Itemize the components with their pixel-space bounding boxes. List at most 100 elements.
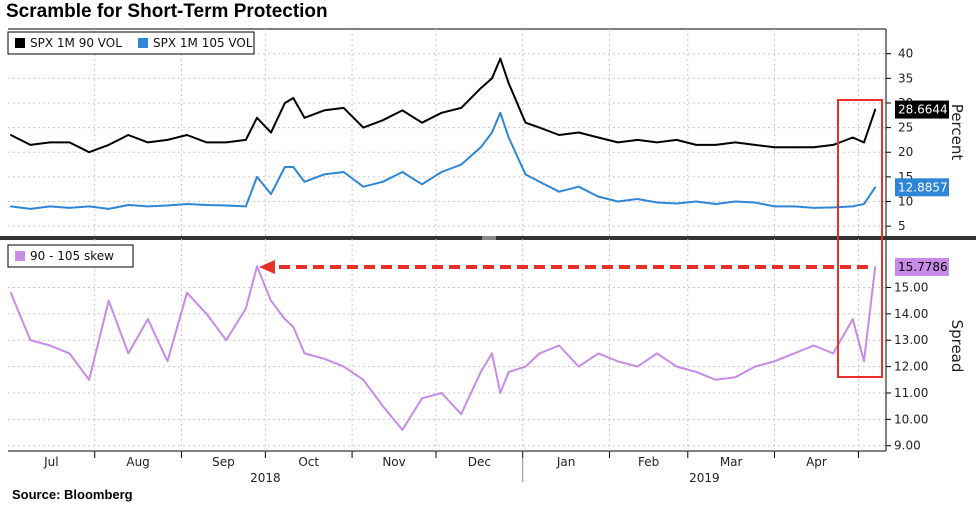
last-value-spx-90-bg: [895, 100, 949, 119]
data-point: [832, 206, 835, 209]
y-tick-label: 25: [898, 121, 913, 135]
month-label: Nov: [382, 455, 405, 469]
data-point: [205, 204, 208, 206]
data-point: [225, 204, 228, 207]
y-tick-label: 40: [898, 47, 913, 61]
arrow-head: [258, 259, 275, 274]
data-point: [636, 365, 639, 368]
data-point: [421, 121, 423, 124]
data-point: [49, 344, 51, 347]
data-point: [597, 352, 600, 355]
data-point: [68, 352, 71, 355]
data-point: [851, 205, 854, 208]
month-label: Feb: [638, 455, 659, 469]
data-point: [524, 365, 527, 368]
data-point: [714, 203, 717, 205]
data-point: [874, 186, 877, 189]
data-point: [499, 111, 502, 114]
data-point: [421, 397, 423, 400]
data-point: [186, 203, 188, 205]
data-point: [793, 352, 795, 355]
y-tick-label: 35: [898, 71, 913, 85]
data-point: [656, 352, 658, 355]
month-label: Mar: [720, 455, 743, 469]
data-point: [127, 134, 130, 136]
data-point: [558, 344, 560, 347]
data-point: [323, 173, 326, 176]
bottom-legend-box: [7, 244, 134, 268]
data-point: [507, 82, 510, 85]
y-tick-label: 20: [898, 145, 913, 159]
data-point: [773, 205, 776, 208]
data-point: [812, 207, 815, 209]
data-point: [342, 107, 345, 109]
data-point: [342, 171, 345, 173]
data-point: [754, 365, 756, 368]
legend-swatch-spx-105: [138, 38, 148, 48]
top-legend: SPX 1M 90 VOL SPX 1M 105 VOL: [7, 31, 255, 55]
y-tick-label: 9.00: [894, 439, 921, 453]
data-point: [812, 344, 815, 347]
data-point: [284, 102, 286, 104]
data-point: [636, 198, 639, 200]
data-point: [538, 126, 541, 129]
data-point: [292, 97, 295, 99]
data-point: [577, 185, 580, 188]
chart-title: Scramble for Short-Term Protection: [6, 1, 328, 22]
last-value-spx-90: 28.6644: [898, 103, 948, 117]
month-label: Sep: [212, 455, 235, 469]
data-point: [499, 57, 502, 60]
data-point: [29, 208, 32, 210]
data-point: [616, 200, 619, 203]
data-point: [362, 126, 365, 129]
data-point: [166, 139, 169, 141]
data-point: [29, 143, 32, 146]
data-point: [107, 143, 110, 146]
data-point: [205, 141, 208, 144]
data-point: [558, 134, 560, 136]
year-label: 2019: [689, 471, 720, 485]
data-point: [695, 370, 698, 373]
data-point: [851, 318, 854, 321]
data-point: [874, 266, 877, 268]
data-point: [577, 365, 580, 368]
top-y-axis: 510152025303540: [886, 47, 913, 233]
data-point: [244, 307, 247, 310]
data-point: [479, 370, 482, 373]
data-point: [714, 143, 717, 146]
data-point: [597, 136, 600, 139]
data-point: [342, 365, 345, 368]
data-point: [88, 205, 91, 208]
data-point: [284, 166, 286, 168]
last-value-skew: 15.7786: [898, 260, 948, 274]
last-value-spx-105-bg: [895, 178, 949, 197]
data-point: [577, 131, 580, 134]
data-point: [734, 376, 737, 379]
data-point: [362, 378, 365, 381]
data-point: [421, 183, 423, 186]
data-point: [793, 146, 795, 149]
data-point: [146, 318, 149, 321]
data-point: [146, 205, 149, 208]
data-point: [381, 405, 384, 408]
data-point: [479, 87, 482, 90]
data-point: [616, 360, 619, 363]
data-point: [460, 413, 463, 415]
data-point: [186, 291, 188, 294]
series-layer: [9, 57, 877, 431]
data-point: [107, 208, 110, 210]
data-point: [636, 139, 639, 141]
data-point: [734, 200, 737, 203]
data-point: [166, 204, 169, 207]
separator-handle[interactable]: [482, 236, 496, 240]
data-point: [675, 365, 678, 368]
data-point: [256, 116, 258, 119]
data-point: [49, 205, 51, 208]
y-tick-label: 15.00: [894, 280, 928, 294]
data-point: [714, 378, 717, 381]
month-label: Dec: [468, 455, 491, 469]
data-point: [284, 318, 286, 321]
data-point: [675, 202, 678, 205]
bottom-legend: 90 - 105 skew: [7, 244, 134, 268]
data-point: [29, 339, 32, 342]
